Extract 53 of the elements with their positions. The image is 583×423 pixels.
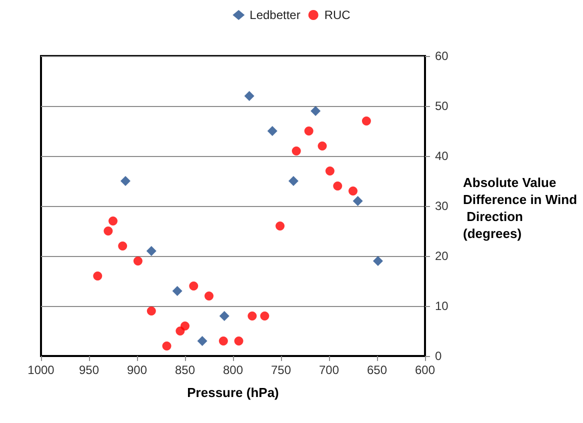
point bbox=[108, 216, 118, 226]
point bbox=[133, 256, 142, 266]
point bbox=[244, 91, 254, 101]
y-tick-label: 30 bbox=[435, 199, 449, 213]
point bbox=[325, 166, 334, 176]
point bbox=[118, 242, 128, 250]
x-tick-label: 700 bbox=[318, 363, 340, 377]
point bbox=[219, 311, 230, 321]
point bbox=[172, 286, 182, 296]
point bbox=[276, 222, 285, 230]
y-tick-label: 50 bbox=[435, 99, 449, 113]
point bbox=[318, 142, 327, 150]
point bbox=[362, 116, 371, 126]
x-tick-label: 600 bbox=[414, 363, 436, 377]
point bbox=[352, 196, 363, 206]
point bbox=[189, 282, 198, 290]
point bbox=[260, 312, 270, 320]
point bbox=[348, 186, 358, 196]
point bbox=[372, 256, 383, 266]
y-tick-label: 60 bbox=[435, 49, 449, 63]
point bbox=[333, 182, 342, 190]
point bbox=[120, 176, 130, 186]
y-tick-label: 20 bbox=[435, 249, 449, 263]
x-tick-label: 800 bbox=[222, 363, 244, 377]
x-tick-label: 950 bbox=[78, 363, 100, 377]
y-tick-label: 0 bbox=[435, 349, 442, 363]
point bbox=[234, 336, 244, 346]
point bbox=[162, 342, 172, 350]
point bbox=[310, 106, 321, 116]
x-tick-label: 1000 bbox=[28, 363, 55, 377]
point bbox=[292, 146, 301, 156]
y-tick-label: 10 bbox=[435, 299, 449, 313]
x-tick-label: 750 bbox=[270, 363, 292, 377]
x-tick-label: 650 bbox=[366, 363, 388, 377]
y-axis-title: Absolute Value Difference in Wind Direction (degrees) bbox=[463, 175, 578, 241]
y-tick-label: 40 bbox=[435, 149, 449, 163]
point bbox=[248, 312, 257, 320]
point bbox=[304, 126, 314, 136]
point bbox=[204, 292, 214, 300]
point bbox=[288, 176, 298, 186]
point bbox=[146, 306, 156, 316]
legend-label: RUC bbox=[324, 8, 351, 22]
point bbox=[176, 326, 185, 336]
point bbox=[267, 126, 278, 136]
x-tick-label: 900 bbox=[126, 363, 148, 377]
x-axis-title: Pressure (hPa) bbox=[187, 385, 279, 400]
point bbox=[146, 246, 156, 256]
point bbox=[218, 336, 228, 346]
point bbox=[104, 226, 113, 236]
point bbox=[197, 336, 208, 346]
x-tick-label: 850 bbox=[174, 363, 196, 377]
point bbox=[93, 272, 102, 280]
legend-label: Ledbetter bbox=[250, 8, 300, 22]
